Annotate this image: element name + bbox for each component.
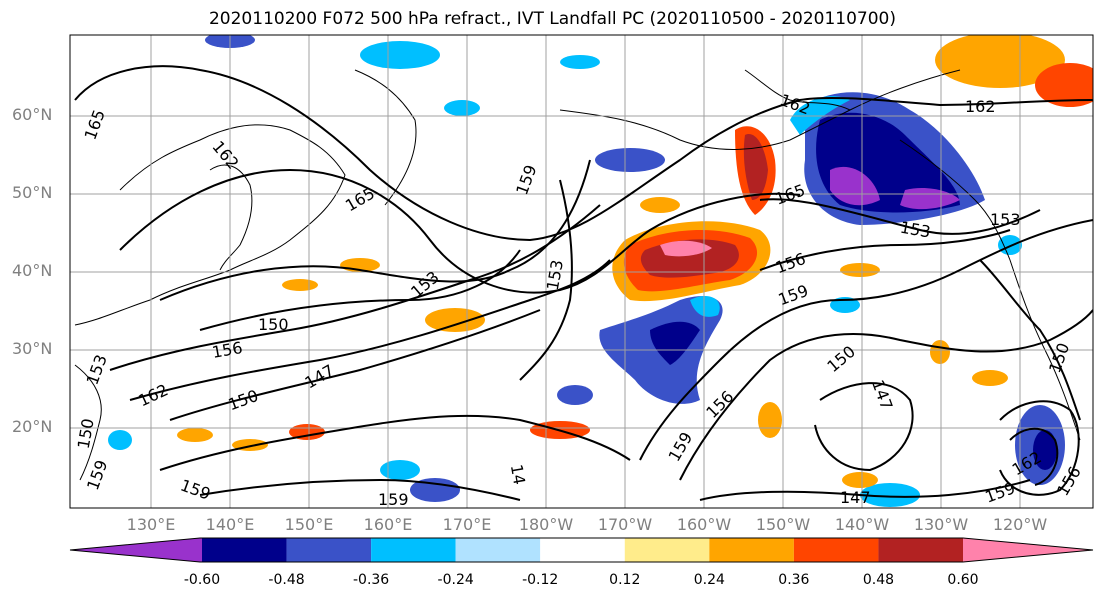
colorbar-tick-label: -0.48 [268,572,305,588]
lon-label: 130°W [913,515,969,534]
colorbar-bin [878,538,963,562]
lon-label: 140°E [205,515,255,534]
lon-label: 120°W [992,515,1048,534]
map-frame [69,34,1094,509]
contour-label: 153 [990,210,1021,229]
colorbar-tick-label: -0.12 [522,572,559,588]
lon-label: 170°E [442,515,492,534]
coastlines [74,69,1081,481]
contours [74,65,1093,501]
colorbar-extend-low [70,538,202,562]
contour-label: 14 [507,463,529,486]
colorbar-tick-label: 0.48 [862,572,895,588]
contour-label: 147 [868,377,896,412]
contour-label: 150 [823,342,859,376]
colorbar-bin [709,538,794,562]
shading-layer [108,35,1093,507]
colorbar-bin [624,538,710,562]
colorbar-tick-label: 0.60 [947,572,979,588]
lat-label: 60°N [12,105,53,124]
colorbar-tick-label: -0.24 [437,572,474,588]
contour-label: 147 [302,361,338,393]
lat-label: 20°N [12,417,53,436]
contour-label: 159 [178,475,213,503]
graticule [70,35,1093,508]
colorbar-bin [540,538,625,562]
contour-label: 150 [226,386,261,414]
colorbar-bin [371,538,456,562]
contour-label: 162 [965,97,996,116]
contour-label: 159 [512,162,540,197]
lon-label: 150°E [284,515,334,534]
lon-label: 160°W [676,515,732,534]
contour-label: 162 [135,380,171,410]
contour-label: 156 [702,387,737,422]
lon-label: 170°W [597,515,653,534]
contour-label: 153 [83,352,111,387]
contour-label: 165 [342,184,378,216]
contour-label: 165 [772,180,807,208]
colorbar-bin [455,538,541,562]
lat-label: 40°N [12,261,53,280]
contour-label: 150 [74,417,98,450]
lon-label: 180°W [518,515,574,534]
colorbar-tick-label: 0.36 [778,572,810,588]
colorbar-extend-high [963,538,1093,562]
lon-label: 150°W [755,515,811,534]
colorbar-outline [69,537,1094,563]
colorbar-tick-label: -0.36 [352,572,390,588]
lon-label: 130°E [126,515,176,534]
lat-label: 50°N [12,183,53,202]
colorbar [69,537,1094,563]
lon-label: 160°E [363,515,413,534]
lon-label: 140°W [834,515,890,534]
contour-label: 159 [378,490,409,509]
contour-label: 156 [211,338,244,362]
colorbar-tick-label: 0.24 [693,572,725,588]
colorbar-bin [286,538,372,562]
colorbar-bin [793,538,879,562]
lat-label: 30°N [12,339,53,358]
contour-label: 165 [81,107,109,142]
colorbar-tick-label: -0.60 [183,572,221,588]
contour-label: 159 [982,478,1017,506]
colorbar-tick-label: 0.12 [609,572,641,588]
map-title: 2020110200 F072 500 hPa refract., IVT La… [208,9,896,29]
colorbar-bin [202,538,287,562]
contour-label: 156 [773,249,808,277]
contour-label: 153 [543,258,567,291]
contour-label: 150 [258,315,289,334]
contour-label: 147 [840,488,871,507]
contour-label: 153 [899,218,932,242]
